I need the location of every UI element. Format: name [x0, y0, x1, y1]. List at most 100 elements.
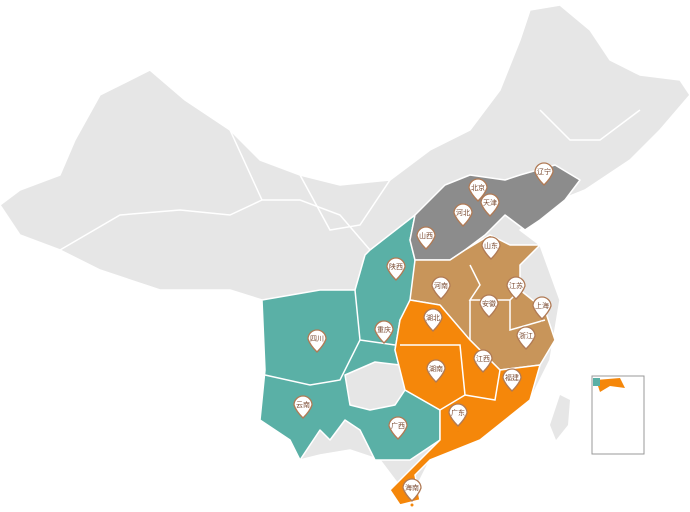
pin-body — [502, 368, 522, 392]
pin: 河北 — [453, 203, 473, 232]
pin-label: 辽宁 — [537, 167, 551, 176]
pin: 重庆 — [374, 320, 394, 349]
pin-dot — [510, 393, 514, 397]
pin-dot — [301, 420, 305, 424]
pin: 广西 — [388, 416, 408, 445]
pin-body — [481, 236, 501, 260]
pin-body — [453, 203, 473, 227]
pin-body — [448, 403, 468, 427]
pin-dot — [410, 503, 414, 507]
pin-dot — [424, 251, 428, 255]
pin-body — [416, 226, 436, 250]
pin-label: 天津 — [483, 199, 497, 207]
pin-body — [426, 359, 446, 383]
pin-label: 上海 — [535, 301, 549, 310]
pin-label: 福建 — [505, 373, 519, 382]
pin: 云南 — [293, 395, 313, 424]
pin: 安徽 — [479, 294, 499, 323]
pin-label: 湖南 — [429, 364, 443, 373]
pin: 陕西 — [386, 257, 406, 286]
pin-dot — [481, 374, 485, 378]
pin-label: 重庆 — [377, 325, 391, 334]
pin-dot — [540, 321, 544, 325]
pin: 浙江 — [516, 326, 536, 355]
pin-label: 四川 — [310, 335, 324, 343]
pin-dot — [524, 351, 528, 355]
pin: 福建 — [502, 368, 522, 397]
pin-dot — [461, 228, 465, 232]
pin-dot — [488, 218, 492, 222]
pin-body — [431, 276, 451, 300]
pin-dot — [456, 428, 460, 432]
pin-dot — [487, 319, 491, 323]
pin-body — [506, 276, 526, 300]
pin-dot — [439, 301, 443, 305]
pin-body — [386, 257, 406, 281]
border — [299, 174, 391, 231]
pin: 北京 — [468, 178, 488, 207]
border — [464, 369, 501, 401]
pin: 海南 — [402, 478, 422, 507]
taiwan — [550, 395, 570, 440]
border — [400, 344, 466, 411]
pin-label: 广东 — [451, 408, 465, 417]
pin: 四川 — [307, 329, 327, 358]
pin-dot — [514, 301, 518, 305]
pin-body — [534, 162, 554, 186]
border — [539, 109, 641, 141]
pin: 湖南 — [426, 359, 446, 388]
border — [59, 199, 371, 251]
pin-dot — [382, 345, 386, 349]
pin: 江西 — [473, 349, 493, 378]
pin-body — [374, 320, 394, 344]
pin: 山西 — [416, 226, 436, 255]
pin-label: 江苏 — [509, 281, 523, 290]
pin-label: 山西 — [419, 231, 433, 240]
pin-label: 广西 — [391, 421, 405, 430]
inset-coast — [596, 378, 625, 392]
pin-dot — [434, 384, 438, 388]
pin: 上海 — [532, 296, 552, 325]
pin-label: 安徽 — [482, 299, 496, 308]
pin: 辽宁 — [534, 162, 554, 191]
pin: 广东 — [448, 403, 468, 432]
border — [264, 289, 361, 386]
pin: 河南 — [431, 276, 451, 305]
pin-label: 陕西 — [389, 262, 403, 271]
pin-label: 江西 — [476, 355, 490, 363]
pin-body — [423, 308, 443, 332]
pin-dot — [431, 333, 435, 337]
pin-label: 山东 — [484, 241, 498, 250]
pin: 山东 — [481, 236, 501, 265]
pin-label: 云南 — [296, 400, 310, 409]
inset-coast — [593, 378, 600, 386]
pin: 江苏 — [506, 276, 526, 305]
pin-body — [307, 329, 327, 353]
pin-dot — [542, 187, 546, 191]
pin-dot — [476, 203, 480, 207]
china-base — [0, 4, 690, 501]
pin-dot — [394, 282, 398, 286]
pin-label: 海南 — [405, 483, 419, 492]
pin-label: 河南 — [434, 281, 448, 290]
pin-body — [532, 296, 552, 320]
pin-body — [479, 294, 499, 318]
pin-body — [402, 478, 422, 502]
border — [229, 129, 263, 201]
pin-dot — [489, 261, 493, 265]
pin-label: 河北 — [456, 209, 470, 217]
border — [359, 339, 396, 346]
pin-body — [293, 395, 313, 419]
pin-dot — [396, 441, 400, 445]
pin-label: 浙江 — [519, 331, 533, 340]
pin-body — [480, 193, 500, 217]
pin: 湖北 — [423, 308, 443, 337]
pin-label: 湖北 — [426, 313, 440, 322]
pin-body — [516, 326, 536, 350]
pin: 天津 — [480, 193, 500, 222]
pin-dot — [315, 354, 319, 358]
pin-body — [468, 178, 488, 202]
pin-label: 北京 — [471, 183, 485, 192]
